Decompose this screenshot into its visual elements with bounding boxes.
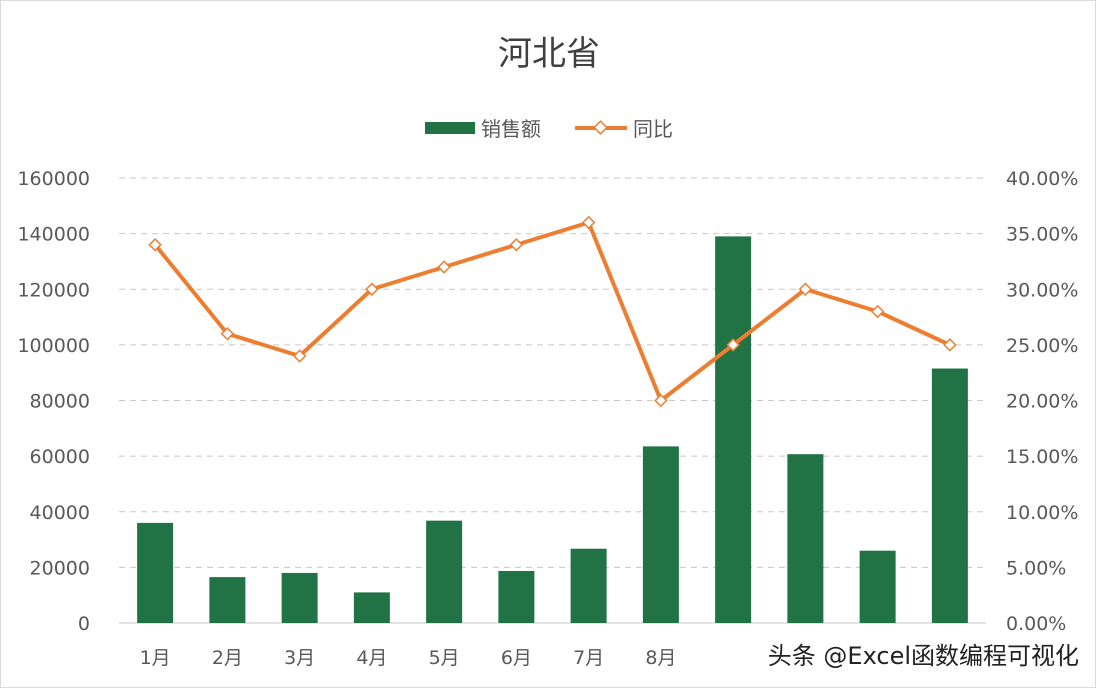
left-tick-label: 40000	[30, 502, 90, 524]
left-tick-label: 120000	[17, 279, 90, 301]
yoy-marker	[220, 327, 235, 341]
right-tick-label: 0.00%	[1006, 613, 1066, 635]
yoy-marker	[798, 282, 813, 296]
sales-bar	[281, 572, 318, 623]
x-tick-label: 3月	[284, 647, 315, 669]
sales-bar	[570, 548, 607, 623]
x-tick-label: 8月	[645, 647, 676, 669]
right-tick-label: 15.00%	[1006, 446, 1078, 468]
x-tick-label: 4月	[356, 647, 387, 669]
legend-label-yoy: 同比	[633, 117, 673, 141]
left-axis-ticks: 0 20000 40000 60000 80000 100000 120000 140000 1…	[17, 168, 90, 635]
sales-bar	[642, 446, 679, 623]
right-tick-label: 25.00%	[1006, 335, 1078, 357]
x-tick-label: 6月	[501, 647, 532, 669]
right-tick-label: 10.00%	[1006, 502, 1078, 524]
left-tick-label: 0	[78, 613, 90, 635]
sales-bar	[715, 236, 752, 623]
right-tick-label: 30.00%	[1006, 279, 1078, 301]
x-tick-label: 2月	[212, 647, 243, 669]
sales-bar	[787, 454, 824, 623]
x-tick-label: 5月	[429, 647, 460, 669]
legend-label-sales: 销售额	[481, 117, 541, 141]
legend-swatch-sales	[425, 122, 475, 134]
right-tick-label: 40.00%	[1006, 168, 1078, 190]
legend: 销售额 同比	[425, 117, 673, 141]
yoy-line	[148, 215, 957, 408]
right-tick-label: 5.00%	[1006, 557, 1066, 579]
yoy-marker	[365, 282, 379, 296]
x-tick-label: 1月	[140, 647, 171, 669]
yoy-marker	[870, 304, 885, 319]
left-tick-label: 140000	[17, 224, 90, 246]
yoy-marker	[437, 260, 451, 274]
sales-bar	[859, 550, 896, 623]
yoy-marker	[581, 215, 596, 230]
yoy-marker	[509, 238, 524, 252]
x-axis-ticks: 1月 2月 3月 4月 5月 6月 7月 8月	[140, 647, 677, 669]
right-tick-label: 20.00%	[1006, 391, 1078, 413]
yoy-marker	[943, 338, 957, 352]
left-tick-label: 100000	[17, 335, 90, 357]
right-axis-ticks: 0.00% 5.00% 10.00% 15.00% 20.00% 25.00% 30.00%…	[1006, 168, 1078, 635]
yoy-marker	[292, 349, 307, 363]
right-tick-label: 35.00%	[1006, 224, 1078, 246]
left-tick-label: 160000	[17, 168, 90, 190]
yoy-series-line	[153, 220, 951, 403]
yoy-marker	[726, 338, 740, 352]
left-tick-label: 20000	[30, 557, 90, 579]
sales-bars	[137, 236, 968, 623]
sales-bar	[498, 570, 535, 623]
watermark-text: 头条 @Excel函数编程可视化	[768, 642, 1079, 670]
yoy-marker	[654, 393, 668, 408]
left-tick-label: 80000	[30, 391, 90, 413]
sales-bar	[209, 577, 246, 623]
left-tick-label: 60000	[30, 446, 90, 468]
chart-title: 河北省	[498, 34, 600, 74]
watermark-backdrop	[701, 633, 1085, 675]
yoy-marker	[148, 238, 162, 252]
x-tick-label: 7月	[573, 647, 604, 669]
sales-bar	[353, 592, 390, 623]
sales-bar	[137, 522, 174, 623]
legend-swatch-yoy-marker	[593, 120, 608, 135]
sales-bar	[426, 520, 463, 623]
gridlines	[119, 177, 986, 624]
sales-bar	[931, 368, 968, 623]
